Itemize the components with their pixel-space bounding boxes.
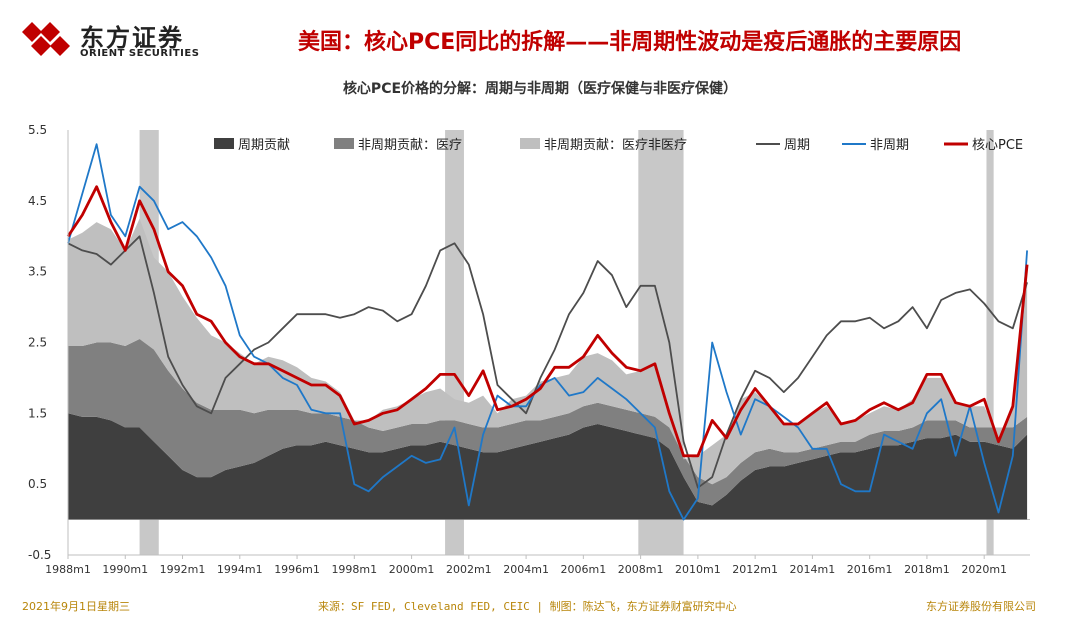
x-tick-label: 2006m1 bbox=[560, 563, 606, 576]
x-tick-label: 1994m1 bbox=[217, 563, 263, 576]
x-tick-label: 2012m1 bbox=[732, 563, 778, 576]
legend-label: 非周期 bbox=[870, 138, 909, 153]
recession-band bbox=[986, 130, 994, 555]
area-series-1 bbox=[68, 413, 1028, 520]
diamond-logo-icon bbox=[22, 22, 70, 56]
chart-title: 核心PCE价格的分解：周期与非周期（医疗保健与非医疗保健） bbox=[342, 81, 738, 97]
x-tick-label: 2010m1 bbox=[675, 563, 721, 576]
x-tick-label: 2016m1 bbox=[847, 563, 893, 576]
x-tick-label: 1990m1 bbox=[102, 563, 148, 576]
line-series-2 bbox=[67, 143, 1028, 521]
x-tick-label: 1992m1 bbox=[160, 563, 206, 576]
legend-swatch bbox=[520, 138, 540, 149]
x-tick-label: 2018m1 bbox=[904, 563, 950, 576]
legend-label: 周期贡献 bbox=[238, 138, 290, 153]
brand-logo: 东方证券 ORIENT SECURITIES bbox=[18, 16, 238, 62]
y-tick-label: -0.5 bbox=[28, 548, 51, 562]
y-tick-label: 3.5 bbox=[28, 265, 47, 279]
x-tick-label: 2020m1 bbox=[961, 563, 1007, 576]
footer-company: 东方证券股份有限公司 bbox=[926, 600, 1036, 613]
x-tick-label: 1988m1 bbox=[45, 563, 91, 576]
y-tick-label: 5.5 bbox=[28, 123, 47, 137]
line-series-1 bbox=[67, 235, 1028, 489]
legend-swatch bbox=[334, 138, 354, 149]
legend-label: 核心PCE bbox=[972, 138, 1023, 153]
footer-date: 2021年9月1日星期三 bbox=[22, 600, 130, 613]
line-series-3 bbox=[66, 185, 1029, 458]
legend-swatch bbox=[214, 138, 234, 149]
x-tick-label: 1998m1 bbox=[331, 563, 377, 576]
legend-label: 非周期贡献：医疗非医疗 bbox=[544, 138, 687, 153]
footer-source: 来源：SF FED, Cleveland FED, CEIC | 制图：陈达飞，… bbox=[318, 600, 737, 613]
area-series-2 bbox=[68, 339, 1028, 506]
slide-title: 美国：核心PCE同比的拆解——非周期性波动是疫后通胀的主要原因 bbox=[298, 30, 962, 55]
y-tick-label: 1.5 bbox=[28, 406, 47, 420]
brand-name-en: ORIENT SECURITIES bbox=[80, 48, 200, 59]
legend-label: 非周期贡献：医疗 bbox=[358, 138, 462, 153]
x-tick-label: 2004m1 bbox=[503, 563, 549, 576]
x-tick-label: 2014m1 bbox=[790, 563, 836, 576]
y-tick-label: 2.5 bbox=[28, 336, 47, 350]
x-tick-label: 2000m1 bbox=[389, 563, 435, 576]
y-tick-label: 0.5 bbox=[28, 477, 47, 491]
x-tick-label: 1996m1 bbox=[274, 563, 320, 576]
x-tick-label: 2008m1 bbox=[618, 563, 664, 576]
y-tick-label: 4.5 bbox=[28, 194, 47, 208]
legend-label: 周期 bbox=[784, 138, 810, 153]
x-tick-label: 2002m1 bbox=[446, 563, 492, 576]
brand-name-cn: 东方证券 bbox=[80, 24, 184, 52]
